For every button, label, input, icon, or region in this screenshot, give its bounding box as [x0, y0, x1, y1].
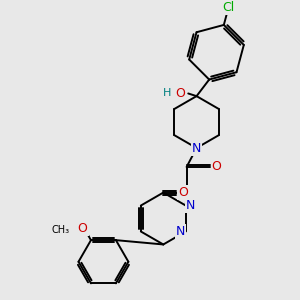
Text: H: H	[162, 88, 171, 98]
Text: Cl: Cl	[222, 1, 234, 14]
Text: O: O	[212, 160, 221, 173]
Text: O: O	[78, 222, 88, 235]
Text: O: O	[178, 186, 188, 199]
Text: N: N	[192, 142, 201, 154]
Text: CH₃: CH₃	[51, 225, 69, 235]
Text: N: N	[176, 225, 185, 238]
Text: N: N	[186, 199, 195, 212]
Text: O: O	[175, 87, 185, 100]
